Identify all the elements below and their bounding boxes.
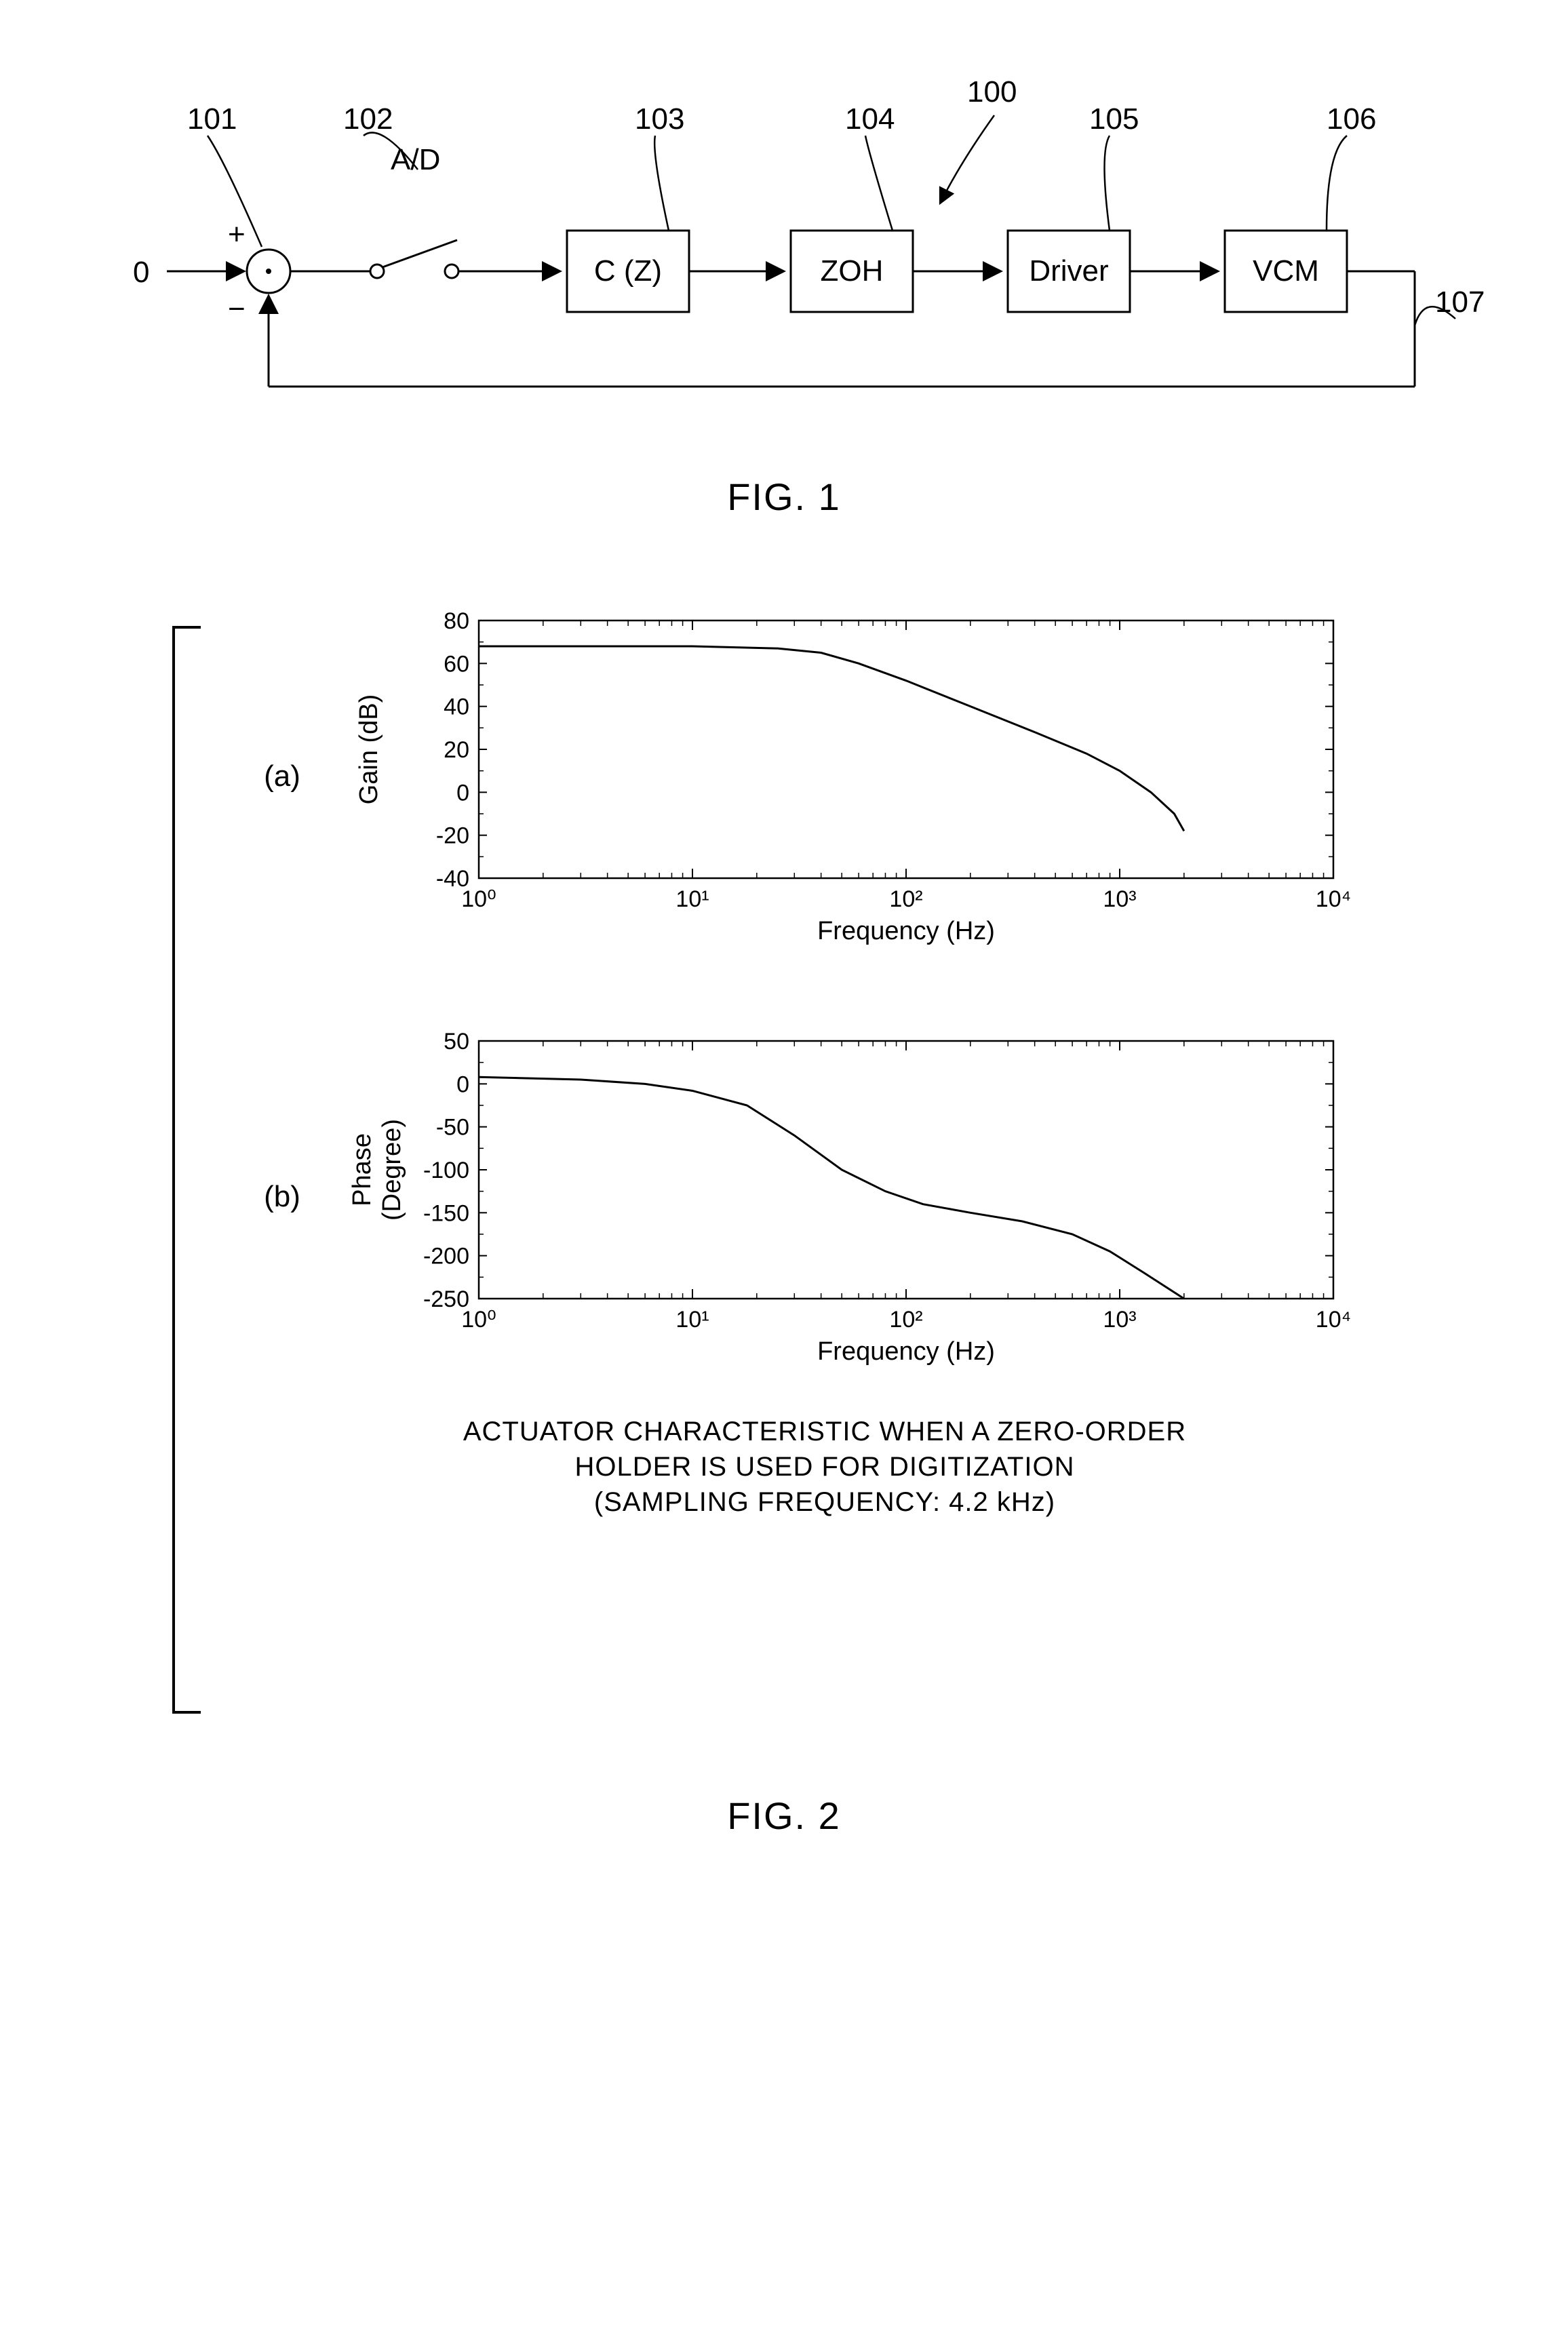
svg-text:10³: 10³ — [1103, 1307, 1136, 1333]
svg-text:10²: 10² — [889, 1307, 922, 1333]
svg-text:103: 103 — [635, 102, 684, 136]
svg-text:-150: -150 — [423, 1200, 469, 1226]
svg-text:−: − — [228, 292, 246, 326]
caption-line-2: HOLDER IS USED FOR DIGITIZATION — [463, 1449, 1186, 1484]
svg-text:40: 40 — [444, 694, 469, 720]
svg-text:105: 105 — [1089, 102, 1139, 136]
svg-text:106: 106 — [1327, 102, 1376, 136]
svg-text:101: 101 — [187, 102, 237, 136]
svg-text:100: 100 — [967, 75, 1017, 109]
subfigure-b-label: (b) — [221, 1180, 343, 1214]
svg-text:10¹: 10¹ — [675, 1307, 709, 1333]
caption-line-1: ACTUATOR CHARACTERISTIC WHEN A ZERO-ORDE… — [463, 1414, 1186, 1449]
svg-text:104: 104 — [845, 102, 895, 136]
figure-1-label: FIG. 1 — [727, 475, 841, 519]
svg-text:Driver: Driver — [1029, 254, 1108, 288]
svg-text:10³: 10³ — [1103, 886, 1136, 912]
svg-text:+: + — [228, 218, 246, 251]
svg-text:10⁴: 10⁴ — [1316, 886, 1351, 912]
svg-text:50: 50 — [444, 1029, 469, 1055]
svg-text:102: 102 — [343, 102, 393, 136]
svg-text:20: 20 — [444, 737, 469, 763]
phase-chart: -250-200-150-100-5005010⁰10¹10²10³10⁴Fre… — [343, 1021, 1360, 1373]
figure-1: 0+−C (Z)ZOHDriverVCM101A/D10210310410010… — [27, 27, 1541, 600]
svg-text:0: 0 — [133, 256, 149, 289]
svg-text:10⁰: 10⁰ — [461, 886, 496, 912]
svg-text:(Degree): (Degree) — [378, 1119, 406, 1221]
svg-text:10²: 10² — [889, 886, 922, 912]
svg-text:80: 80 — [444, 608, 469, 634]
svg-text:10¹: 10¹ — [675, 886, 709, 912]
figure-2: (a) -40-2002040608010⁰10¹10²10³10⁴Freque… — [27, 600, 1541, 1919]
figure-2-label: FIG. 2 — [727, 1794, 841, 1838]
svg-text:-100: -100 — [423, 1158, 469, 1183]
svg-text:0: 0 — [456, 1071, 469, 1097]
svg-text:ZOH: ZOH — [821, 254, 884, 288]
svg-text:Phase: Phase — [348, 1133, 376, 1206]
svg-text:Frequency (Hz): Frequency (Hz) — [817, 1337, 995, 1366]
svg-text:60: 60 — [444, 651, 469, 677]
gain-chart: -40-2002040608010⁰10¹10²10³10⁴Frequency … — [343, 600, 1360, 953]
figure-2-caption: ACTUATOR CHARACTERISTIC WHEN A ZERO-ORDE… — [463, 1414, 1186, 1520]
svg-text:-200: -200 — [423, 1244, 469, 1269]
svg-text:-50: -50 — [436, 1115, 469, 1141]
svg-text:Frequency (Hz): Frequency (Hz) — [817, 917, 995, 945]
subfigure-a-label: (a) — [221, 760, 343, 793]
svg-text:-20: -20 — [436, 823, 469, 849]
svg-text:10⁴: 10⁴ — [1316, 1307, 1351, 1333]
svg-text:0: 0 — [456, 780, 469, 806]
block-diagram: 0+−C (Z)ZOHDriverVCM101A/D10210310410010… — [72, 27, 1496, 434]
svg-text:10⁰: 10⁰ — [461, 1307, 496, 1333]
svg-text:C (Z): C (Z) — [594, 254, 662, 288]
caption-line-3: (SAMPLING FREQUENCY: 4.2 kHz) — [463, 1484, 1186, 1520]
svg-text:107: 107 — [1435, 285, 1485, 319]
svg-text:VCM: VCM — [1253, 254, 1319, 288]
svg-text:Gain (dB): Gain (dB) — [355, 694, 383, 805]
left-bracket — [140, 600, 221, 1753]
